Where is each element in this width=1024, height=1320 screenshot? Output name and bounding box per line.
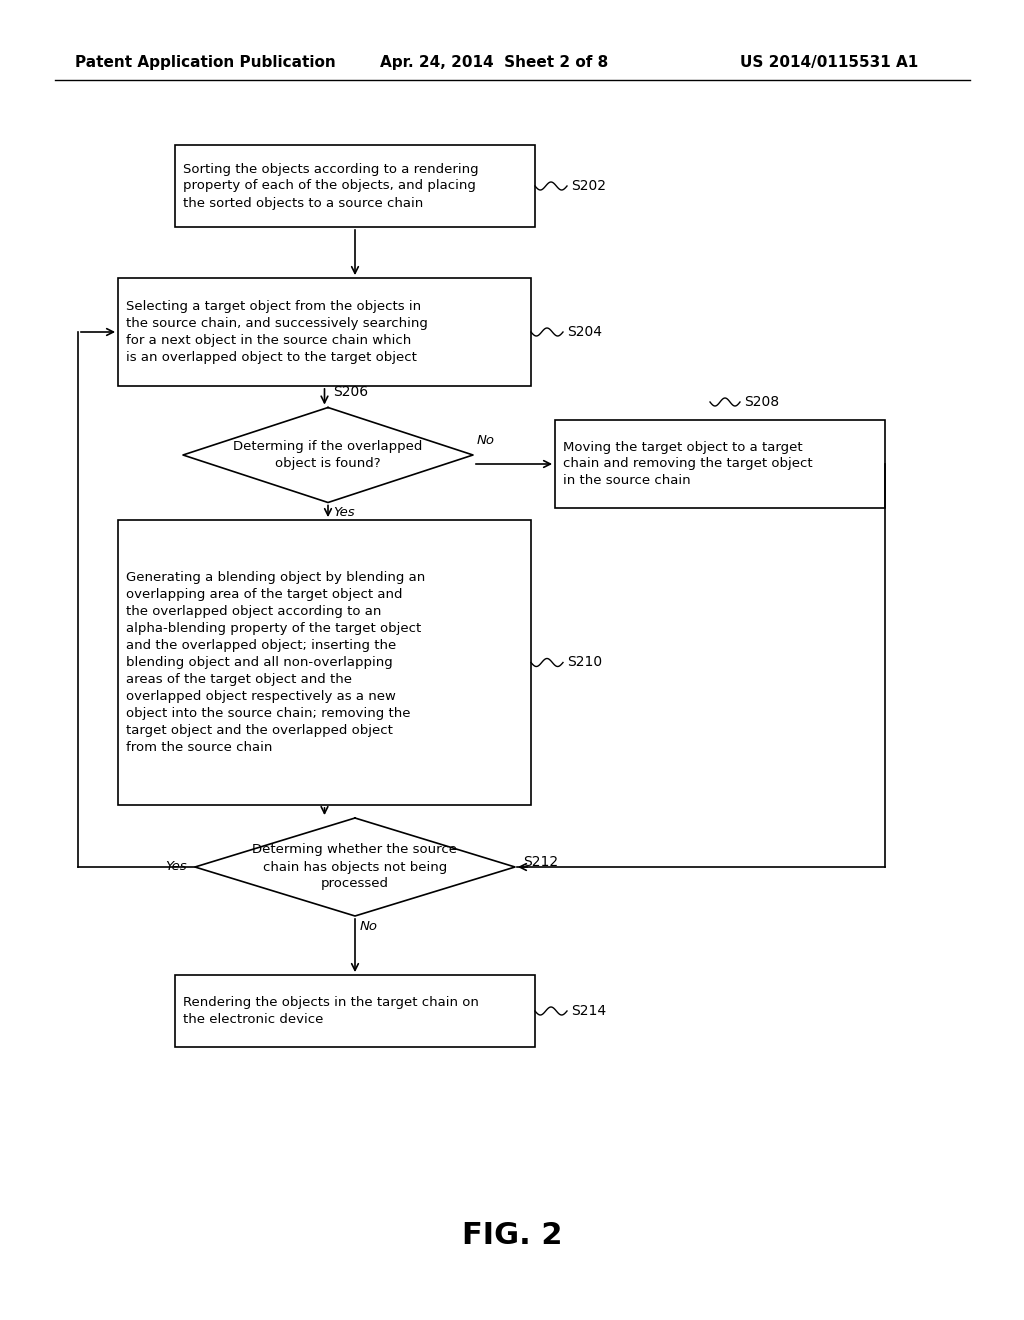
- Bar: [118, 279, 531, 385]
- Text: Yes: Yes: [165, 861, 187, 874]
- Text: Moving the target object to a target
chain and removing the target object
in the: Moving the target object to a target cha…: [563, 441, 813, 487]
- Text: Generating a blending object by blending an
overlapping area of the target objec: Generating a blending object by blending…: [126, 572, 425, 754]
- Text: S212: S212: [523, 855, 558, 869]
- Bar: [175, 975, 535, 1047]
- Bar: [555, 420, 885, 508]
- Text: S206: S206: [333, 385, 368, 400]
- Bar: [118, 520, 531, 805]
- Text: Apr. 24, 2014  Sheet 2 of 8: Apr. 24, 2014 Sheet 2 of 8: [380, 54, 608, 70]
- Text: Patent Application Publication: Patent Application Publication: [75, 54, 336, 70]
- Text: S204: S204: [567, 325, 602, 339]
- Bar: [175, 145, 535, 227]
- Text: S210: S210: [567, 656, 602, 669]
- Text: Determing if the overlapped
object is found?: Determing if the overlapped object is fo…: [233, 440, 423, 470]
- Text: Rendering the objects in the target chain on
the electronic device: Rendering the objects in the target chai…: [183, 997, 479, 1026]
- Text: FIG. 2: FIG. 2: [462, 1221, 562, 1250]
- Text: S202: S202: [571, 180, 606, 193]
- Text: No: No: [477, 434, 495, 447]
- Text: US 2014/0115531 A1: US 2014/0115531 A1: [740, 54, 919, 70]
- Text: Yes: Yes: [333, 507, 354, 520]
- Text: Sorting the objects according to a rendering
property of each of the objects, an: Sorting the objects according to a rende…: [183, 162, 478, 210]
- Text: S208: S208: [744, 395, 779, 409]
- Text: Determing whether the source
chain has objects not being
processed: Determing whether the source chain has o…: [253, 843, 458, 891]
- Text: No: No: [360, 920, 378, 933]
- Text: S214: S214: [571, 1005, 606, 1018]
- Text: Selecting a target object from the objects in
the source chain, and successively: Selecting a target object from the objec…: [126, 300, 428, 364]
